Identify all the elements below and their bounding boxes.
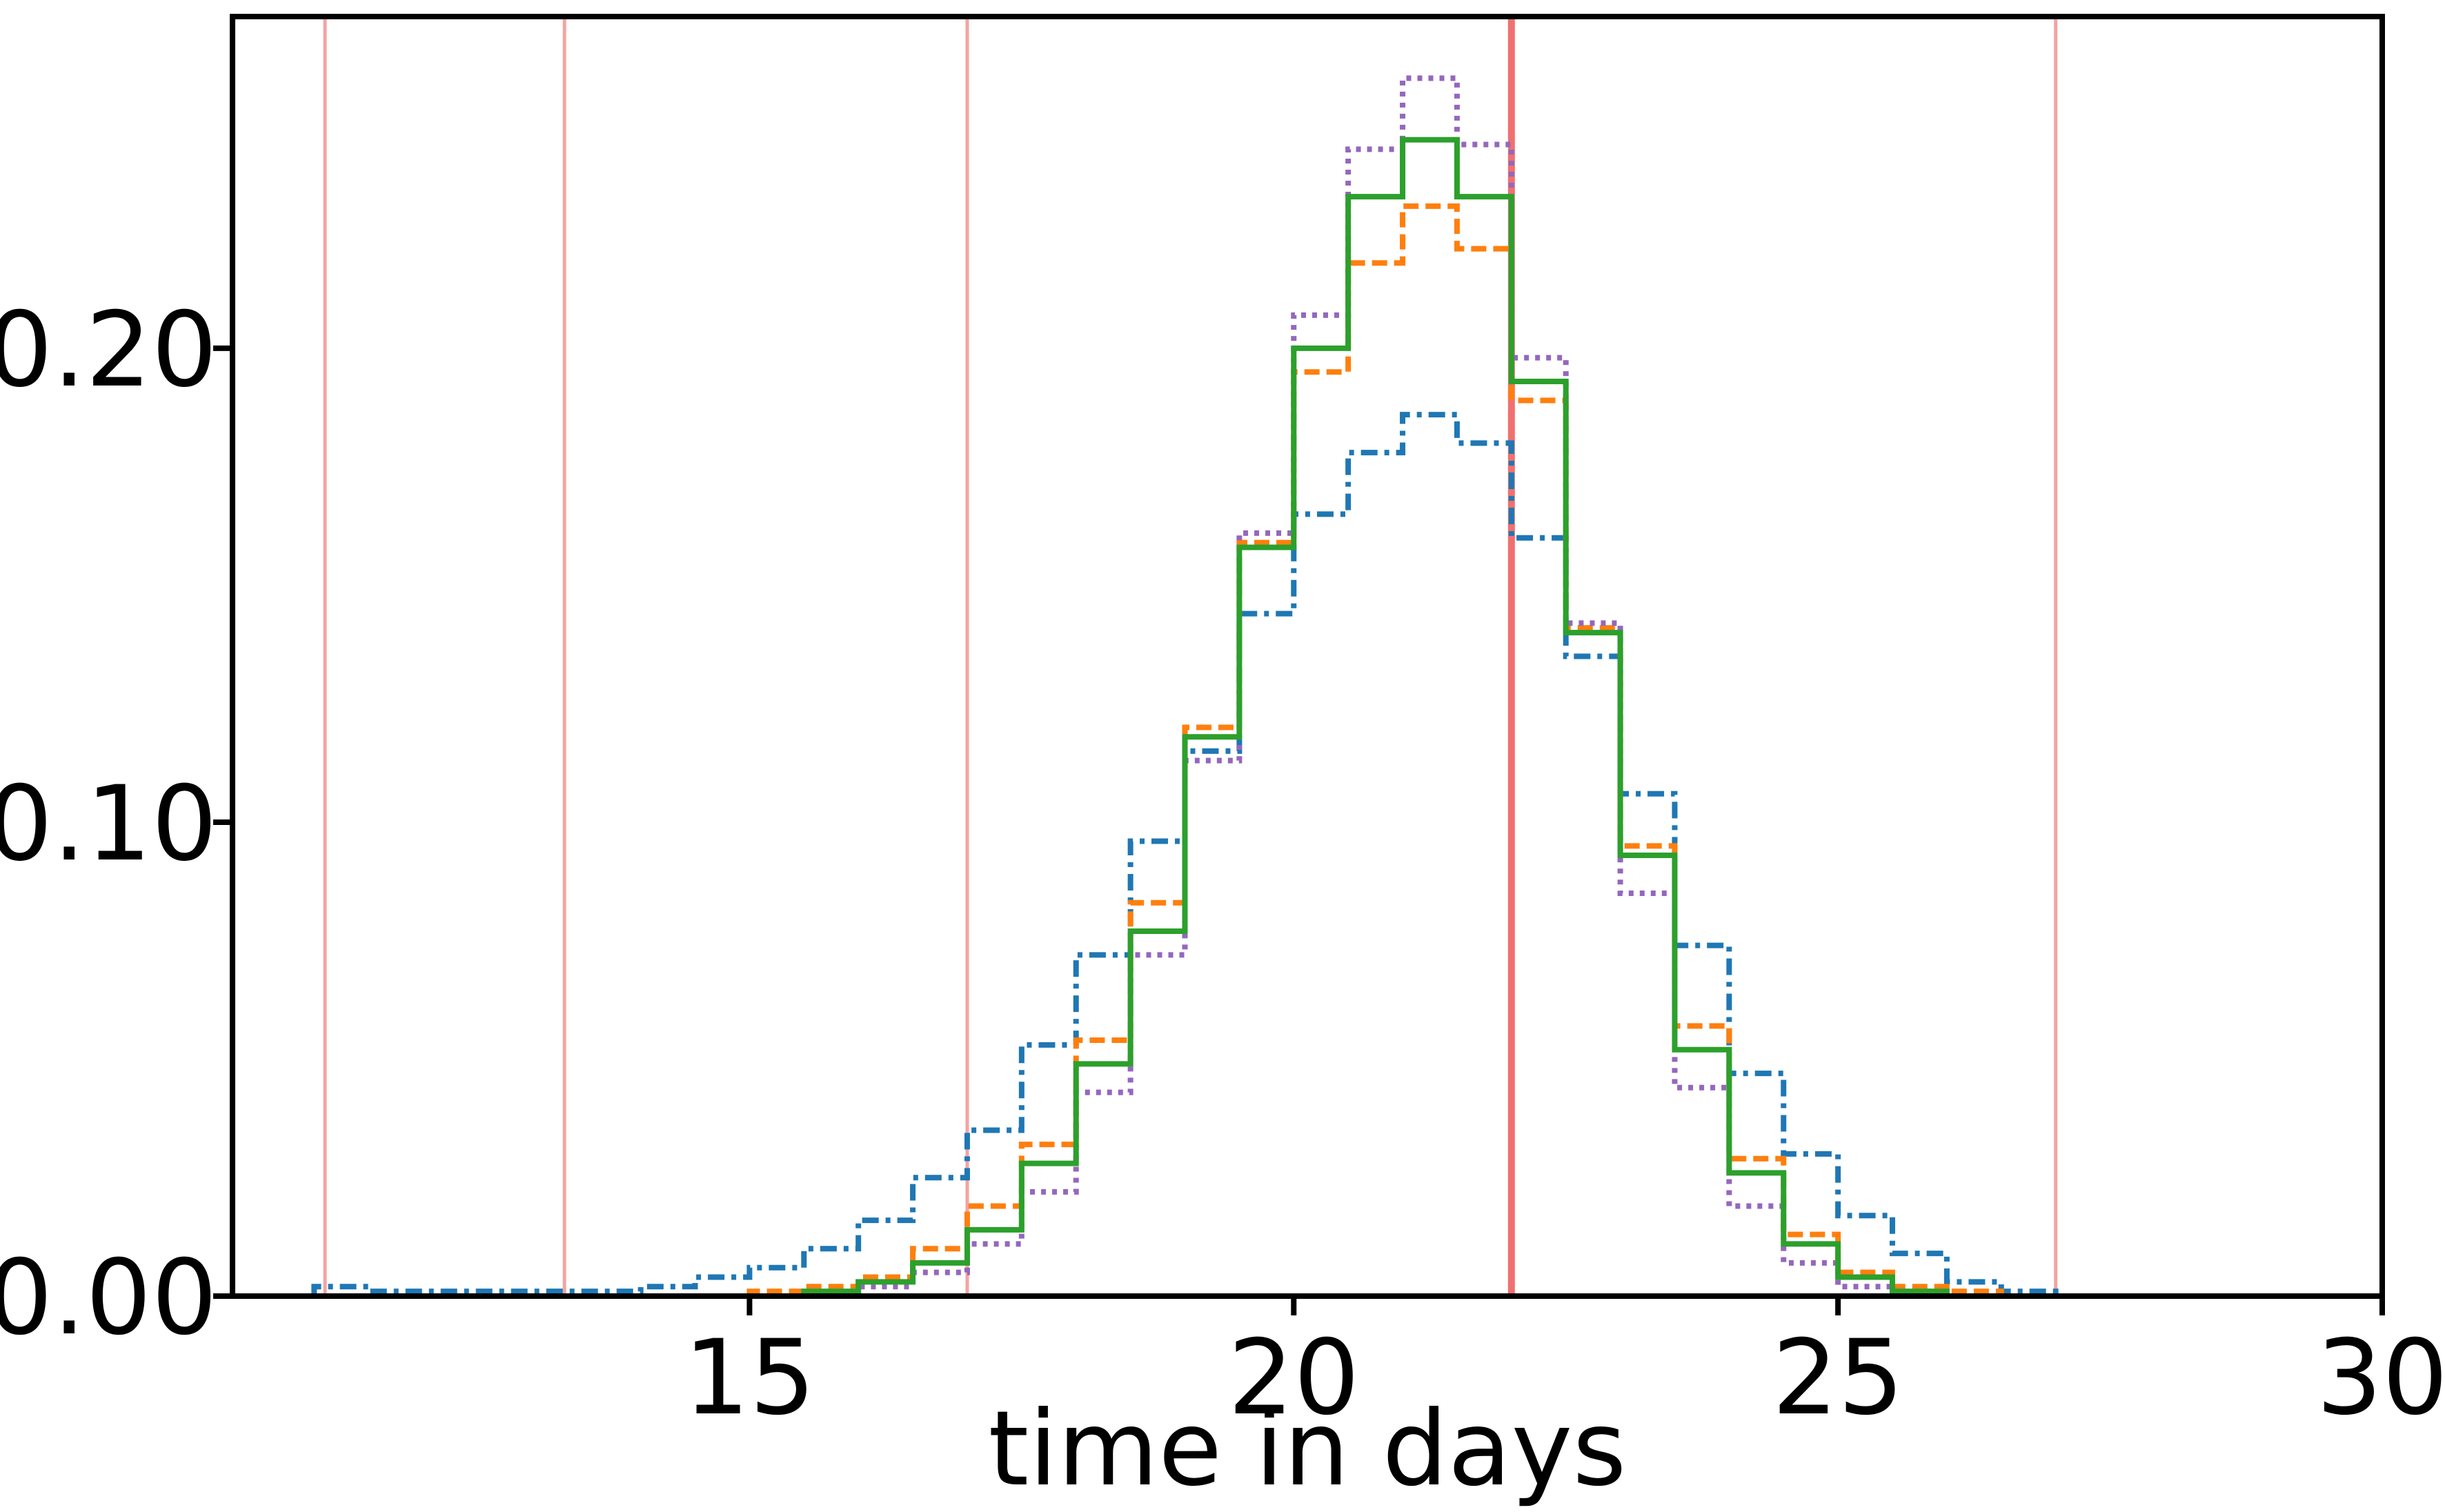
y-tick-label-0.10: 0.10 <box>0 764 217 884</box>
axis-ticks: 15 20 25 30 0.00 0.10 0.20 <box>0 290 2445 1438</box>
x-tick-label-30: 30 <box>2317 1318 2445 1438</box>
y-tick-label-0.20: 0.20 <box>0 290 217 410</box>
y-tick-label-0.00: 0.00 <box>0 1238 217 1358</box>
series-solid-line <box>801 137 2056 1299</box>
x-tick-label-20: 20 <box>1228 1318 1360 1438</box>
series-group <box>311 75 2059 1299</box>
reference-lines <box>323 17 2058 1296</box>
series-dotted-line <box>855 75 2056 1299</box>
plot-frame <box>230 14 2385 1299</box>
x-tick-label-15: 15 <box>684 1318 815 1438</box>
series-dashed-line <box>746 203 2056 1299</box>
x-tick-label-25: 25 <box>1772 1318 1904 1438</box>
x-axis-label: time in days <box>988 1389 1626 1509</box>
